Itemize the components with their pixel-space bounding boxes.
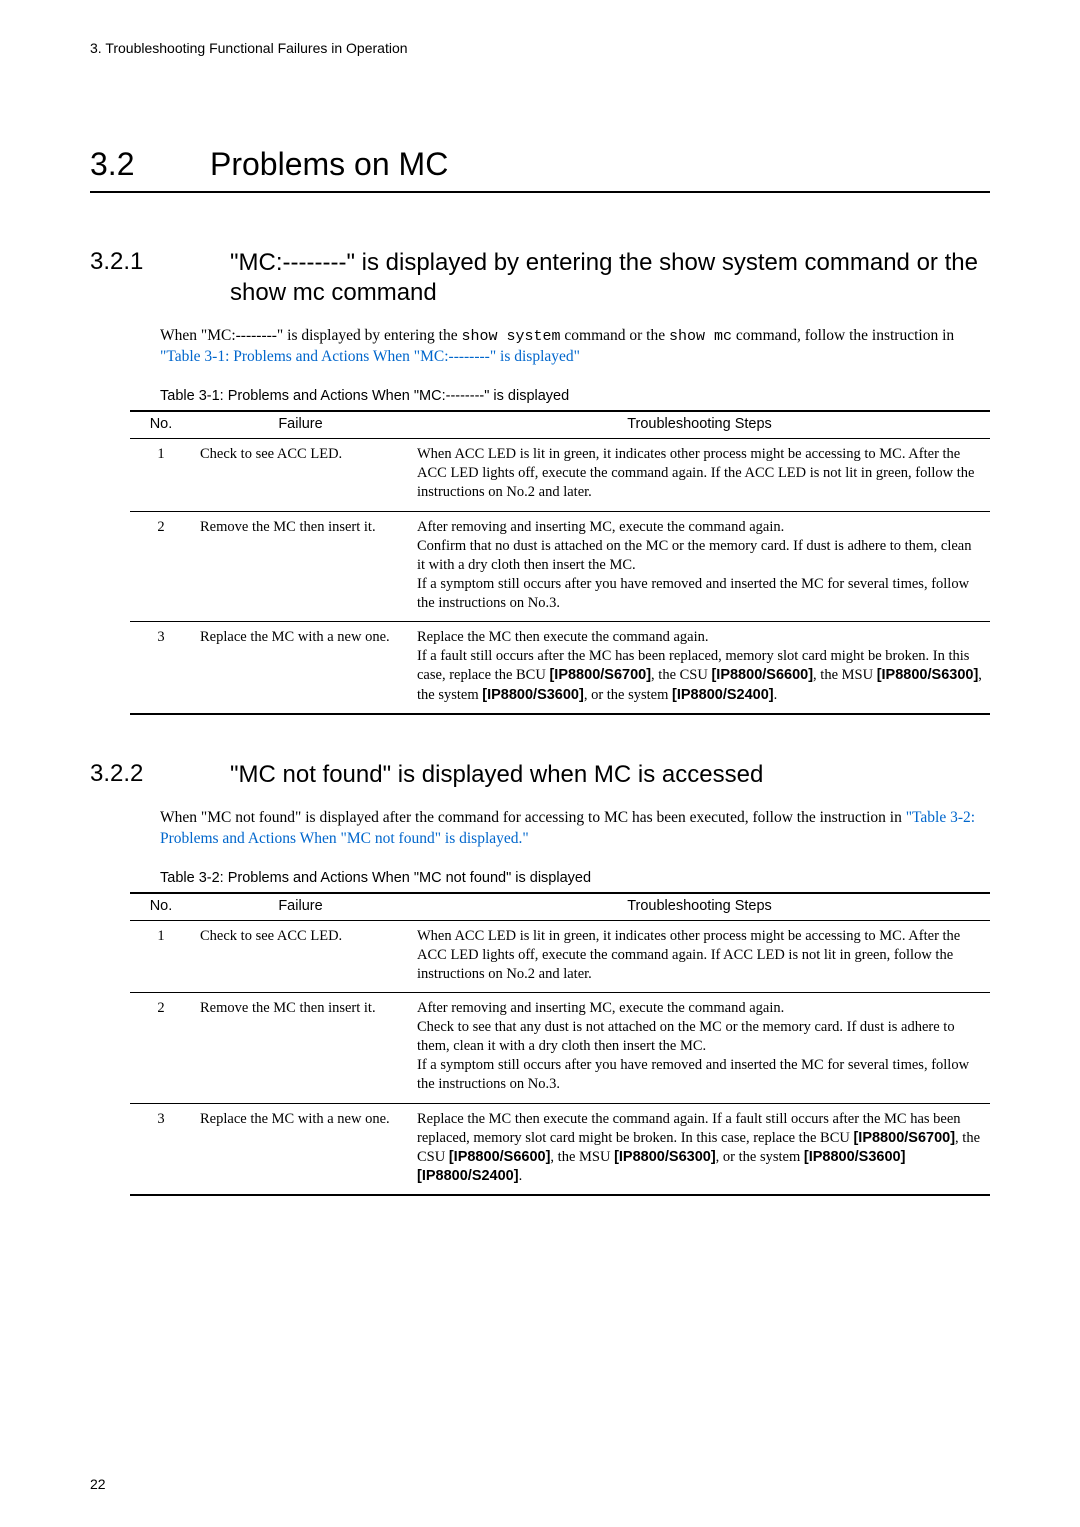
- table2-body: 1Check to see ACC LED.When ACC LED is li…: [130, 920, 990, 1195]
- cell-failure: Replace the MC with a new one.: [192, 1103, 409, 1195]
- cell-no: 1: [130, 920, 192, 992]
- col-header-failure: Failure: [192, 411, 409, 439]
- cell-no: 2: [130, 511, 192, 622]
- table-row: 3Replace the MC with a new one.Replace t…: [130, 1103, 990, 1195]
- table-header-row: No. Failure Troubleshooting Steps: [130, 893, 990, 921]
- table1-body: 1Check to see ACC LED.When ACC LED is li…: [130, 439, 990, 714]
- body-text: When "MC:--------" is displayed by enter…: [160, 327, 461, 344]
- cell-steps: When ACC LED is lit in green, it indicat…: [409, 439, 990, 511]
- chapter-title: 3.2 Problems on MC: [90, 146, 990, 193]
- table-2: No. Failure Troubleshooting Steps 1Check…: [130, 892, 990, 1197]
- table-row: 2Remove the MC then insert it.After remo…: [130, 511, 990, 622]
- col-header-no: No.: [130, 893, 192, 921]
- cell-steps: Replace the MC then execute the command …: [409, 1103, 990, 1195]
- cell-failure: Remove the MC then insert it.: [192, 992, 409, 1103]
- table-row: 3Replace the MC with a new one.Replace t…: [130, 622, 990, 714]
- mono-text: show system: [461, 328, 560, 345]
- cell-no: 1: [130, 439, 192, 511]
- table-header-row: No. Failure Troubleshooting Steps: [130, 411, 990, 439]
- col-header-steps: Troubleshooting Steps: [409, 411, 990, 439]
- cell-failure: Check to see ACC LED.: [192, 439, 409, 511]
- chapter-title-text: Problems on MC: [210, 146, 448, 183]
- table-row: 1Check to see ACC LED.When ACC LED is li…: [130, 439, 990, 511]
- section-title-2: 3.2.2 "MC not found" is displayed when M…: [90, 760, 990, 790]
- table-row: 2Remove the MC then insert it.After remo…: [130, 992, 990, 1103]
- section-number-1: 3.2.1: [90, 248, 230, 308]
- body-text: When "MC not found" is displayed after t…: [160, 809, 906, 826]
- col-header-failure: Failure: [192, 893, 409, 921]
- col-header-steps: Troubleshooting Steps: [409, 893, 990, 921]
- table2-caption: Table 3-2: Problems and Actions When "MC…: [160, 870, 990, 886]
- chapter-number: 3.2: [90, 146, 210, 183]
- section-title-text-2: "MC not found" is displayed when MC is a…: [230, 760, 990, 790]
- page-number: 22: [90, 1476, 106, 1492]
- cell-failure: Remove the MC then insert it.: [192, 511, 409, 622]
- mono-text: show mc: [669, 328, 732, 345]
- cell-steps: After removing and inserting MC, execute…: [409, 511, 990, 622]
- section1-body: When "MC:--------" is displayed by enter…: [160, 326, 990, 368]
- cell-failure: Replace the MC with a new one.: [192, 622, 409, 714]
- cell-no: 2: [130, 992, 192, 1103]
- section2-body: When "MC not found" is displayed after t…: [160, 808, 990, 850]
- table-1: No. Failure Troubleshooting Steps 1Check…: [130, 410, 990, 715]
- table-row: 1Check to see ACC LED.When ACC LED is li…: [130, 920, 990, 992]
- section-number-2: 3.2.2: [90, 760, 230, 790]
- cell-no: 3: [130, 622, 192, 714]
- table1-caption: Table 3-1: Problems and Actions When "MC…: [160, 388, 990, 404]
- cell-steps: When ACC LED is lit in green, it indicat…: [409, 920, 990, 992]
- cell-no: 3: [130, 1103, 192, 1195]
- section-title-1: 3.2.1 "MC:--------" is displayed by ente…: [90, 248, 990, 308]
- cell-steps: After removing and inserting MC, execute…: [409, 992, 990, 1103]
- xref-link[interactable]: "Table 3-1: Problems and Actions When "M…: [160, 348, 580, 365]
- body-text: command, follow the instruction in: [732, 327, 954, 344]
- cell-steps: Replace the MC then execute the command …: [409, 622, 990, 714]
- col-header-no: No.: [130, 411, 192, 439]
- page-header: 3. Troubleshooting Functional Failures i…: [90, 40, 990, 56]
- cell-failure: Check to see ACC LED.: [192, 920, 409, 992]
- section-title-text-1: "MC:--------" is displayed by entering t…: [230, 248, 990, 308]
- body-text: command or the: [561, 327, 669, 344]
